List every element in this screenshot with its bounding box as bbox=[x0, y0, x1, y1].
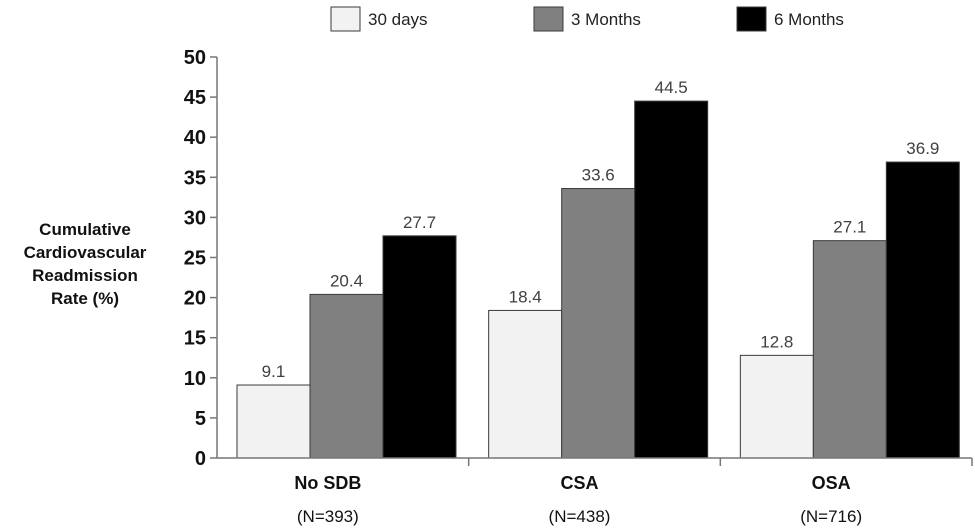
legend-label-1: 30 days bbox=[368, 10, 428, 29]
y-tick-label-11: 50 bbox=[184, 47, 206, 69]
y-axis-label-line-3: Readmission bbox=[32, 266, 138, 285]
x-category-sublabel-3: (N=716) bbox=[800, 507, 862, 526]
bar-3-1 bbox=[382, 235, 457, 459]
y-tick-label-9: 40 bbox=[184, 127, 206, 149]
legend-label-3: 6 Months bbox=[774, 10, 844, 29]
y-tick-label-2: 5 bbox=[195, 408, 206, 430]
bar-2-1 bbox=[309, 293, 384, 459]
x-category-sublabel-1: (N=393) bbox=[297, 507, 359, 526]
data-label-3-2: 44.5 bbox=[655, 78, 688, 97]
x-category-label-3: OSA bbox=[812, 473, 851, 493]
y-axis-label: Cumulative Cardiovascular Readmission Ra… bbox=[0, 218, 170, 310]
data-label-1-2: 18.4 bbox=[509, 287, 542, 306]
data-label-2-3: 27.1 bbox=[833, 218, 866, 237]
bar-1-1 bbox=[236, 384, 311, 459]
y-axis-label-line-2: Cardiovascular bbox=[23, 243, 147, 262]
legend-swatch-1 bbox=[330, 6, 361, 32]
y-tick-label-8: 35 bbox=[184, 167, 206, 189]
y-tick-label-4: 15 bbox=[184, 328, 206, 350]
x-category-label-1: No SDB bbox=[294, 473, 361, 493]
legend-swatch-2 bbox=[533, 6, 564, 32]
bar-2-2 bbox=[561, 188, 636, 459]
data-label-1-1: 9.1 bbox=[262, 362, 286, 381]
bar-3-2 bbox=[634, 100, 709, 459]
data-label-2-1: 20.4 bbox=[330, 271, 363, 290]
bar-2-3 bbox=[812, 240, 887, 459]
legend-label-2: 3 Months bbox=[571, 10, 641, 29]
x-category-label-2: CSA bbox=[560, 473, 598, 493]
y-tick-label-1: 0 bbox=[195, 448, 206, 470]
data-label-3-1: 27.7 bbox=[403, 213, 436, 232]
x-category-sublabel-2: (N=438) bbox=[549, 507, 611, 526]
y-tick-label-7: 30 bbox=[184, 207, 206, 229]
data-label-1-3: 12.8 bbox=[760, 332, 793, 351]
bar-3-3 bbox=[885, 161, 960, 459]
y-tick-label-3: 10 bbox=[184, 368, 206, 390]
y-tick-label-6: 25 bbox=[184, 248, 206, 270]
y-tick-label-5: 20 bbox=[184, 288, 206, 310]
legend-swatch-3 bbox=[736, 6, 767, 32]
data-label-3-3: 36.9 bbox=[906, 139, 939, 158]
data-label-2-2: 33.6 bbox=[582, 166, 615, 185]
y-axis-label-line-4: Rate (%) bbox=[50, 289, 119, 308]
y-tick-label-10: 45 bbox=[184, 87, 206, 109]
bar-1-2 bbox=[488, 309, 563, 459]
bar-1-3 bbox=[739, 354, 814, 459]
y-axis-label-line-1: Cumulative bbox=[39, 220, 131, 239]
